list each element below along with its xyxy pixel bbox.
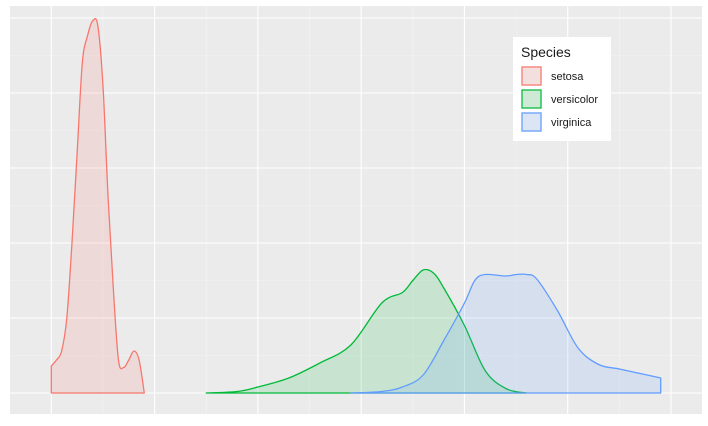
legend-swatch-setosa [521, 66, 542, 86]
legend-swatch-versicolor [521, 89, 542, 109]
legend-key-virginica [521, 112, 542, 132]
density-area-setosa [50, 17, 145, 394]
legend: Species setosa versicolor virginica [513, 37, 611, 141]
legend-key-setosa [521, 66, 542, 86]
legend-label-virginica: virginica [551, 117, 592, 129]
series-layer [50, 17, 662, 394]
density-area-virginica [350, 273, 662, 394]
density-area-versicolor [205, 268, 528, 394]
legend-swatch-virginica [521, 112, 542, 132]
legend-title: Species [521, 44, 571, 60]
legend-label-versicolor: versicolor [551, 94, 598, 106]
legend-label-setosa: setosa [551, 71, 584, 83]
legend-key-versicolor [521, 89, 542, 109]
